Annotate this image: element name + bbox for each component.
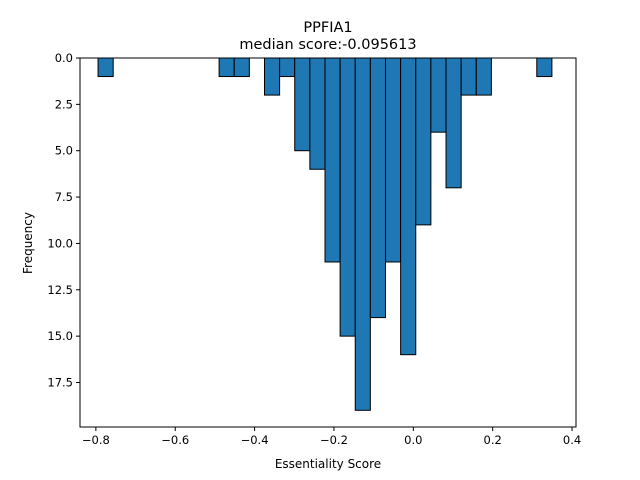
histogram-bar-4 [279, 57, 296, 78]
y-axis-label: Frequency [21, 212, 35, 274]
histogram-bar-15 [445, 57, 462, 189]
histogram-bar-0 [97, 57, 114, 78]
histogram-bar-5 [294, 57, 311, 152]
histogram-bar-17 [475, 57, 492, 96]
x-tick-label: 0.4 [563, 433, 581, 447]
y-tick-label: 17.5 [47, 375, 73, 389]
histogram-bar-10 [369, 57, 386, 319]
histogram-bar-6 [309, 57, 326, 170]
histogram-bar-14 [430, 57, 447, 133]
x-tick-label: 0.0 [404, 433, 422, 447]
y-tick-label: 15.0 [47, 329, 73, 343]
histogram-bar-18 [536, 57, 553, 78]
histogram-bar-7 [324, 57, 341, 263]
y-axis-ticks: 0.0 2.5 5.0 7.5 10.0 12.5 15.0 17.5 [47, 51, 80, 389]
histogram-bar-2 [233, 57, 250, 78]
histogram-bar-9 [354, 57, 371, 411]
x-axis-ticks: −0.8 −0.6 −0.4 −0.2 0.0 0.2 0.4 [82, 427, 581, 447]
x-tick-label: −0.2 [320, 433, 348, 447]
y-tick-label: 2.5 [55, 97, 73, 111]
x-tick-label: −0.6 [161, 433, 189, 447]
x-tick-label: −0.4 [241, 433, 269, 447]
y-tick-label: 7.5 [55, 190, 73, 204]
chart-title: PPFIA1 [303, 20, 352, 36]
histogram-bar-1 [218, 57, 235, 78]
histogram-bar-12 [400, 57, 417, 356]
x-axis-label: Essentiality Score [275, 457, 381, 471]
histogram-bar-13 [415, 57, 432, 226]
y-tick-label: 12.5 [47, 283, 73, 297]
x-tick-label: −0.8 [82, 433, 110, 447]
plot-frame [79, 57, 577, 428]
histogram-bar-11 [385, 57, 402, 263]
y-tick-label: 10.0 [47, 236, 73, 250]
chart-subtitle: median score:-0.095613 [239, 37, 416, 53]
histogram-bar-3 [263, 57, 281, 96]
y-tick-label: 5.0 [55, 144, 73, 158]
y-tick-label: 0.0 [55, 51, 73, 65]
histogram-bars [97, 57, 553, 411]
histogram-bar-16 [460, 57, 477, 96]
histogram-bar-8 [339, 57, 356, 337]
x-tick-label: 0.2 [484, 433, 502, 447]
